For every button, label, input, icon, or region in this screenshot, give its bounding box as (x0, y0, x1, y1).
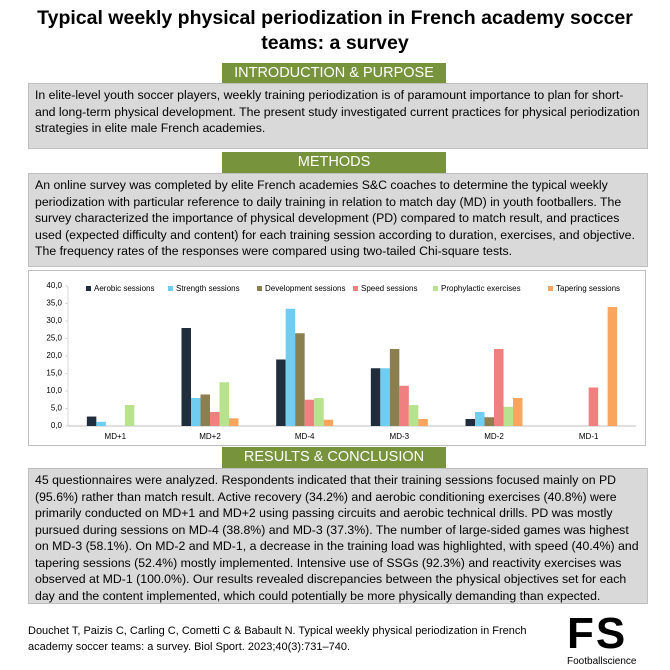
legend-label: Tapering sessions (556, 284, 620, 293)
bar (210, 412, 220, 426)
bar (475, 412, 485, 426)
bar (229, 418, 239, 426)
bar (219, 382, 229, 426)
section-heading: INTRODUCTION & PURPOSE (222, 63, 446, 84)
bar (323, 419, 334, 426)
bar (588, 387, 599, 426)
section-text: In elite-level youth soccer players, wee… (28, 83, 648, 149)
section-text: An online survey was completed by elite … (28, 173, 648, 267)
legend-label: Development sessions (265, 284, 345, 293)
legend-label: Prophylactic exercises (441, 284, 521, 293)
bar (418, 419, 428, 426)
x-tick-label: MD-3 (390, 432, 410, 441)
bar (181, 328, 191, 426)
section-heading: RESULTS & CONCLUSION (222, 447, 446, 468)
x-tick-label: MD-4 (295, 432, 315, 441)
bar (389, 349, 400, 426)
logo: FS Footballscience (567, 609, 657, 668)
y-tick-label: 5,0 (51, 404, 63, 413)
title: Typical weekly physical periodization in… (37, 7, 633, 54)
x-tick-label: MD-1 (579, 432, 599, 441)
bar (124, 405, 135, 426)
bar (408, 405, 419, 426)
logo-mark: FS (567, 609, 628, 658)
legend-swatch (548, 286, 553, 291)
bar (607, 307, 618, 426)
legend-swatch (353, 286, 358, 291)
bar (314, 398, 324, 426)
legend-label: Aerobic sessions (94, 284, 154, 293)
bar (285, 308, 296, 426)
y-tick-label: 0,0 (51, 421, 63, 430)
y-tick-label: 10,0 (46, 386, 62, 395)
legend-swatch (86, 286, 91, 291)
x-tick-label: MD+1 (105, 432, 127, 441)
bar (380, 368, 390, 426)
chart: 0,0 5,0 10,0 15,0 20,0 25,0 30,0 35,0 40,0 Aerobi… (28, 270, 646, 446)
legend-swatch (168, 286, 173, 291)
section-heading: METHODS (222, 152, 446, 173)
y-tick-label: 30,0 (46, 316, 62, 325)
bar (399, 385, 409, 426)
legend-swatch (257, 286, 262, 291)
bar (86, 416, 97, 426)
bar (513, 398, 523, 426)
bar (295, 333, 305, 426)
chart-frame (28, 270, 646, 446)
bar (96, 421, 106, 426)
bar (484, 417, 494, 426)
bar (494, 349, 504, 426)
y-tick-label: 15,0 (46, 369, 62, 378)
section-text: 45 questionnaires were analyzed. Respond… (28, 468, 648, 604)
y-tick-label: 20,0 (46, 351, 62, 360)
bar (370, 368, 381, 426)
bar (200, 394, 210, 426)
x-tick-label: MD-2 (484, 432, 504, 441)
legend-swatch (433, 286, 438, 291)
bar (191, 398, 201, 426)
y-tick-label: 35,0 (46, 299, 62, 308)
bar (503, 406, 513, 426)
y-tick-label: 25,0 (46, 334, 62, 343)
logo-name: Footballscience (567, 656, 637, 667)
citation: Douchet T, Paizis C, Carling C, Cometti … (28, 625, 527, 653)
bar (465, 419, 475, 426)
y-tick-label: 40,0 (46, 281, 62, 290)
bar (304, 399, 315, 426)
legend-label: Strength sessions (176, 284, 240, 293)
x-tick-label: MD+2 (199, 432, 221, 441)
bar (276, 359, 286, 426)
legend-label: Speed sessions (361, 284, 417, 293)
